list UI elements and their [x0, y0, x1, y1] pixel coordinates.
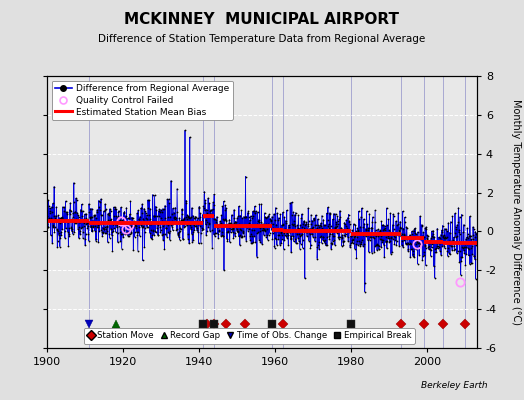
Y-axis label: Monthly Temperature Anomaly Difference (°C): Monthly Temperature Anomaly Difference (… [511, 99, 521, 325]
Text: Difference of Station Temperature Data from Regional Average: Difference of Station Temperature Data f… [99, 34, 425, 44]
Legend: Station Move, Record Gap, Time of Obs. Change, Empirical Break: Station Move, Record Gap, Time of Obs. C… [84, 328, 414, 344]
Text: MCKINNEY  MUNICIPAL AIRPORT: MCKINNEY MUNICIPAL AIRPORT [125, 12, 399, 27]
Text: Berkeley Earth: Berkeley Earth [421, 381, 487, 390]
